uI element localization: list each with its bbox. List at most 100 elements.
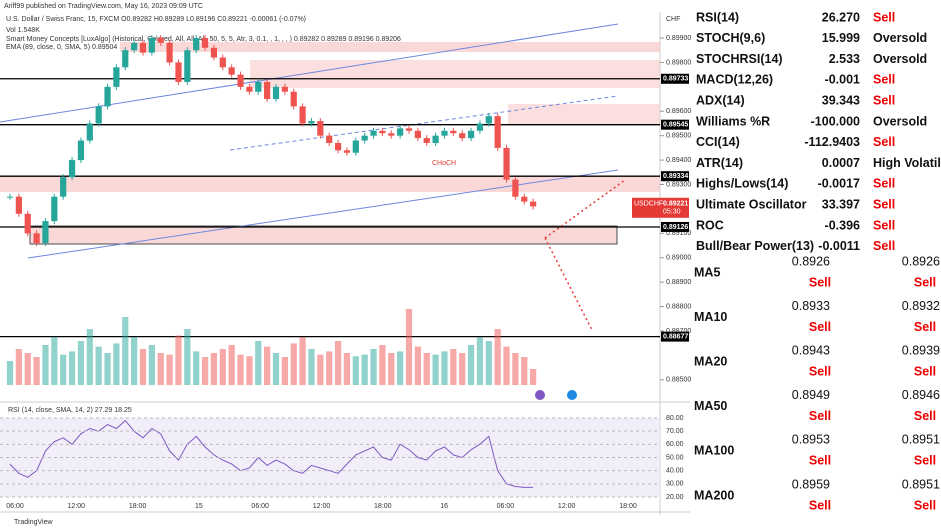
- candle: [388, 133, 395, 136]
- footer: TradingView: [14, 519, 53, 526]
- ma-name: MA200: [694, 488, 734, 502]
- ma-value: 0.8946: [902, 388, 940, 402]
- candle: [219, 57, 226, 68]
- rsi-tick-label: 50.00: [666, 454, 684, 461]
- time-label: 12:00: [313, 503, 331, 510]
- supply-zone: [250, 60, 660, 88]
- candle: [521, 196, 528, 202]
- volume-bar: [379, 345, 386, 385]
- indicator-name: Williams %R: [696, 114, 770, 128]
- indicator-value: 2.533: [829, 52, 860, 66]
- candle: [228, 67, 235, 75]
- ma-action: Sell: [809, 498, 831, 512]
- candle: [68, 160, 76, 178]
- volume-bar: [77, 341, 85, 385]
- candle: [237, 74, 244, 87]
- ma-name: MA100: [694, 444, 734, 458]
- volume-bar: [485, 341, 492, 385]
- candle: [326, 135, 333, 143]
- indicator-name: CCI(14): [696, 135, 740, 149]
- volume-bar: [530, 369, 537, 385]
- indicator-name: ATR(14): [696, 156, 743, 170]
- volume-bar: [281, 357, 288, 385]
- candle: [467, 130, 475, 139]
- candle: [530, 201, 537, 207]
- volume-bar: [104, 353, 111, 385]
- ma-value: 0.8949: [792, 388, 830, 402]
- volume-bar: [441, 351, 448, 385]
- level-label: 0.89733: [663, 76, 688, 83]
- volume-bar: [255, 341, 262, 385]
- candle: [77, 140, 85, 161]
- volume-bar: [131, 337, 138, 385]
- ticker: USDCHF: [634, 201, 663, 208]
- time-label: 15: [195, 503, 203, 510]
- candle: [459, 133, 466, 139]
- indicator-value: -0.0017: [818, 177, 860, 191]
- volume-bar: [237, 354, 244, 385]
- indicator-value: 26.270: [822, 10, 860, 24]
- candle: [95, 106, 102, 124]
- choch: CHoCH: [432, 160, 456, 167]
- y-tick-label: 0.88500: [666, 377, 691, 384]
- time-label: 12:00: [68, 503, 86, 510]
- volume-bar: [370, 349, 377, 385]
- candle: [290, 91, 297, 107]
- volume-bar: [210, 353, 218, 385]
- candle: [503, 147, 510, 180]
- y-tick-label: 0.89900: [666, 35, 691, 42]
- indicator-name: Ultimate Oscillator: [696, 197, 807, 211]
- indicator-action: Sell: [873, 10, 895, 24]
- ma-action: Sell: [914, 454, 936, 468]
- event-icon: [567, 390, 577, 400]
- volume-bar: [193, 351, 200, 385]
- candle: [272, 86, 280, 100]
- indicator-action: Oversold: [873, 114, 927, 128]
- candle: [361, 135, 368, 141]
- time-label: 06:00: [251, 503, 269, 510]
- indicator-name: Bull/Bear Power(13): [696, 239, 814, 253]
- indicator-value: -0.396: [825, 218, 860, 232]
- y-tick-label: 0.89400: [666, 157, 691, 164]
- level-box: [661, 73, 689, 84]
- candle: [166, 42, 173, 63]
- candle: [432, 135, 439, 143]
- level-label: 0.89334: [663, 173, 688, 180]
- ma-action: Sell: [914, 364, 936, 378]
- volume-bar: [397, 351, 404, 385]
- volume-bar: [51, 337, 58, 385]
- volume-bar: [317, 354, 324, 385]
- volume-bar: [60, 354, 67, 385]
- time-label: 12:00: [558, 503, 576, 510]
- volume-bar: [68, 351, 76, 385]
- candle: [397, 128, 404, 136]
- indicator-value: 0.0007: [822, 156, 860, 170]
- volume-bar: [343, 353, 351, 385]
- ma-action: Sell: [914, 320, 936, 334]
- candle: [86, 123, 93, 141]
- volume-bar: [308, 349, 315, 385]
- volume-bar: [175, 335, 182, 385]
- indicator-name: ADX(14): [696, 93, 745, 107]
- ma-name: MA50: [694, 399, 727, 413]
- indicator-value: 33.397: [822, 197, 860, 211]
- indicator-value: 39.343: [822, 93, 860, 107]
- volume-bar: [388, 353, 395, 385]
- ma-name: MA20: [694, 354, 727, 368]
- candle: [343, 150, 351, 153]
- volume-bar: [459, 353, 466, 385]
- candle: [414, 130, 421, 139]
- ma-value: 0.8939: [902, 343, 940, 357]
- y-tick-label: 0.89000: [666, 255, 691, 262]
- ma-action: Sell: [914, 409, 936, 423]
- indicator-action: Sell: [873, 218, 895, 232]
- volume-bar: [272, 353, 280, 385]
- candle: [131, 42, 138, 51]
- indicator-action: Sell: [873, 197, 895, 211]
- candle: [210, 47, 218, 58]
- volume-bar: [201, 357, 209, 385]
- volume-bar: [432, 354, 439, 385]
- indicator-name: ROC: [696, 218, 724, 232]
- channel-line: [0, 23, 619, 123]
